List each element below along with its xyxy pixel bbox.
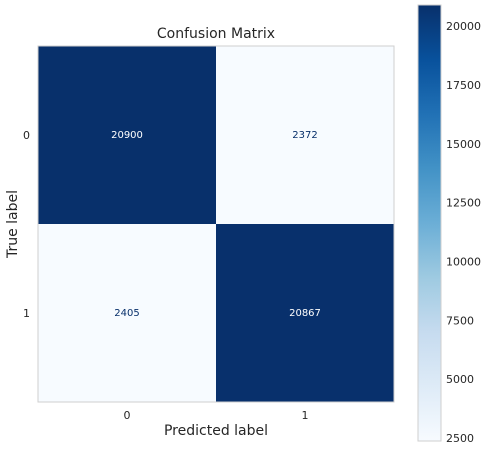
- plot-frame: [37, 45, 395, 403]
- cell-value-label: 2372: [292, 130, 317, 141]
- cell-value-label: 20867: [289, 308, 321, 319]
- y-axis-label: True label: [5, 190, 21, 259]
- heatmap-cell: [216, 224, 394, 402]
- colorbar-ticks: 2500 5000 7500 10000 12500 15000 17500 20000: [446, 20, 481, 445]
- colorbar-tick-label: 15000: [446, 138, 481, 151]
- colorbar-tick-label: 12500: [446, 197, 481, 210]
- colorbar-tick-label: 2500: [446, 432, 474, 445]
- y-tick-label: 1: [23, 307, 30, 320]
- heatmap-cell: [38, 224, 216, 402]
- colorbar-tick-label: 17500: [446, 79, 481, 92]
- colorbar-tick-label: 10000: [446, 255, 481, 268]
- cell-value-label: 2405: [114, 308, 139, 319]
- x-axis-label: Predicted label: [164, 423, 268, 439]
- y-axis-ticks: 01: [23, 129, 30, 320]
- chart-title: Confusion Matrix: [157, 26, 275, 42]
- colorbar-tick-label: 7500: [446, 314, 474, 327]
- y-tick-label: 0: [23, 129, 30, 142]
- colorbar-tick-label: 5000: [446, 373, 474, 386]
- heatmap-cell: [38, 46, 216, 224]
- colorbar: [417, 4, 442, 442]
- heatmap-cell: [216, 46, 394, 224]
- x-tick-label: 0: [124, 409, 131, 422]
- colorbar-tick-label: 20000: [446, 20, 481, 33]
- heatmap-cells: 20900 2372 2405 20867: [38, 46, 394, 402]
- cell-value-label: 20900: [111, 130, 143, 141]
- x-tick-label: 1: [302, 409, 309, 422]
